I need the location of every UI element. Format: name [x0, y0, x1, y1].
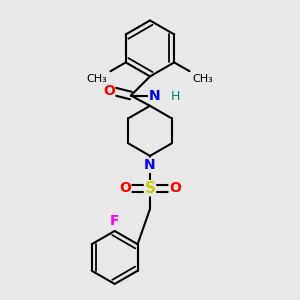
- Text: H: H: [171, 91, 180, 103]
- Text: S: S: [145, 181, 155, 196]
- Text: N: N: [144, 158, 156, 172]
- Text: O: O: [119, 181, 131, 195]
- Text: O: O: [103, 84, 115, 98]
- Text: F: F: [110, 214, 119, 228]
- Text: CH₃: CH₃: [193, 74, 213, 84]
- Text: N: N: [148, 88, 160, 103]
- Text: O: O: [169, 181, 181, 195]
- Text: CH₃: CH₃: [87, 74, 107, 84]
